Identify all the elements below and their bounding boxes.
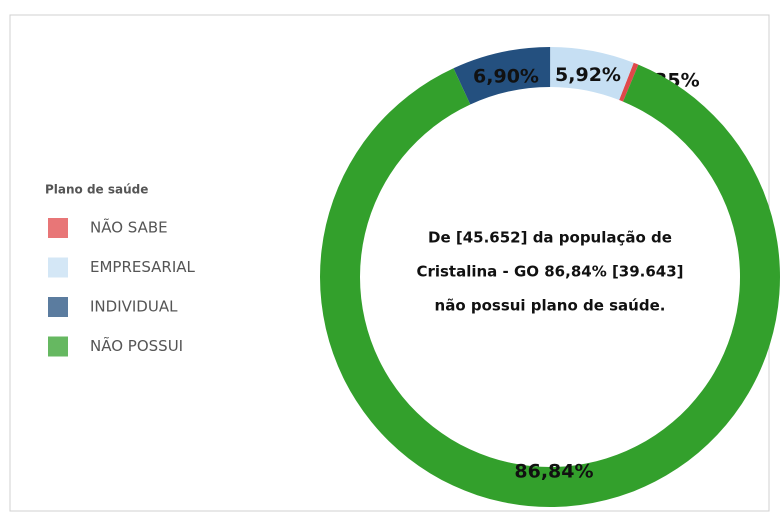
- donut-slice: [550, 47, 634, 101]
- legend-swatch: [48, 218, 68, 238]
- value-label: 6,90%: [473, 65, 539, 87]
- donut-slice: [619, 62, 639, 102]
- center-text: Cristalina - GO 86,84% [39.643]: [416, 263, 683, 281]
- legend-swatch: [48, 336, 68, 357]
- legend-label: INDIVIDUAL: [90, 298, 178, 316]
- legend-label: NÃO SABE: [90, 218, 168, 237]
- center-text: não possui plano de saúde.: [435, 297, 666, 315]
- value-label: 5,92%: [555, 64, 621, 86]
- value-label: 86,84%: [514, 461, 593, 483]
- legend-title: Plano de saúde: [45, 183, 148, 197]
- legend-swatch: [48, 297, 68, 317]
- legend-swatch: [48, 257, 68, 278]
- legend-label: EMPRESARIAL: [90, 258, 196, 276]
- donut-slice: [453, 46, 551, 105]
- legend-label: NÃO POSSUI: [90, 336, 183, 355]
- center-text: De [45.652] da população de: [428, 229, 672, 247]
